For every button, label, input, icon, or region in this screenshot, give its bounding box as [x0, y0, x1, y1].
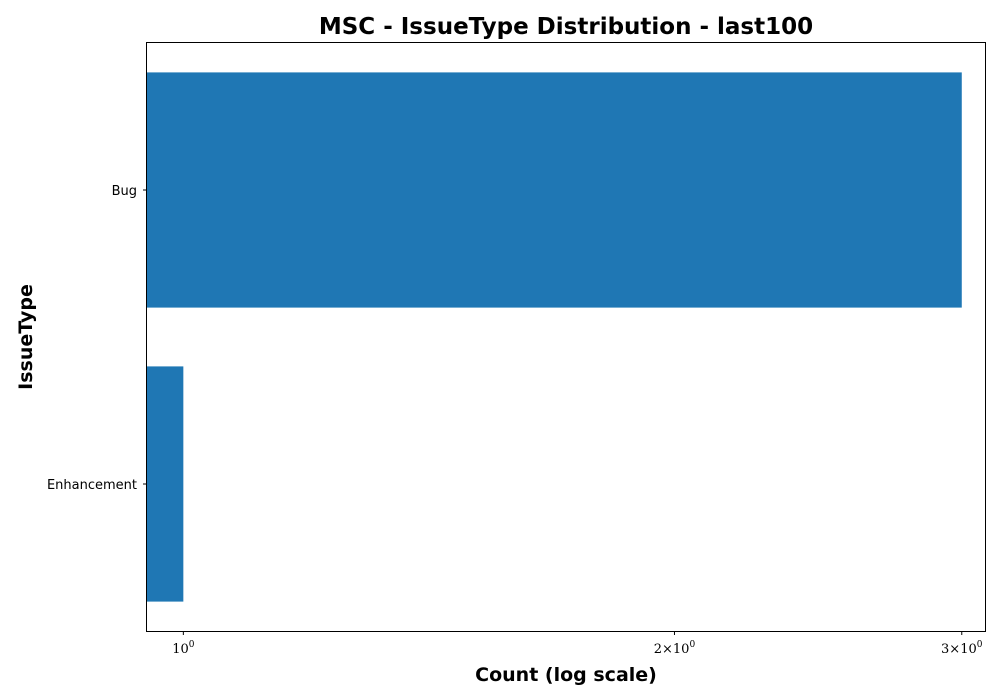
bars-group [147, 72, 962, 602]
bar-bug [147, 72, 962, 308]
y-tick-label-enhancement: Enhancement [47, 478, 137, 493]
x-tick-label-2: 3×100 [941, 640, 983, 657]
bar-enhancement [147, 366, 184, 602]
y-axis-label: IssueType [15, 284, 37, 390]
y-tick-label-bug: Bug [112, 184, 137, 199]
plot-frame [146, 42, 986, 632]
x-axis: 100 2×100 3×100 [172, 631, 983, 657]
chart-title: MSC - IssueType Distribution - last100 [319, 14, 813, 40]
x-axis-label: Count (log scale) [475, 664, 657, 686]
x-tick-label-0: 100 [172, 640, 195, 657]
x-tick-label-1: 2×100 [654, 640, 696, 657]
y-axis: Bug Enhancement [47, 184, 147, 493]
